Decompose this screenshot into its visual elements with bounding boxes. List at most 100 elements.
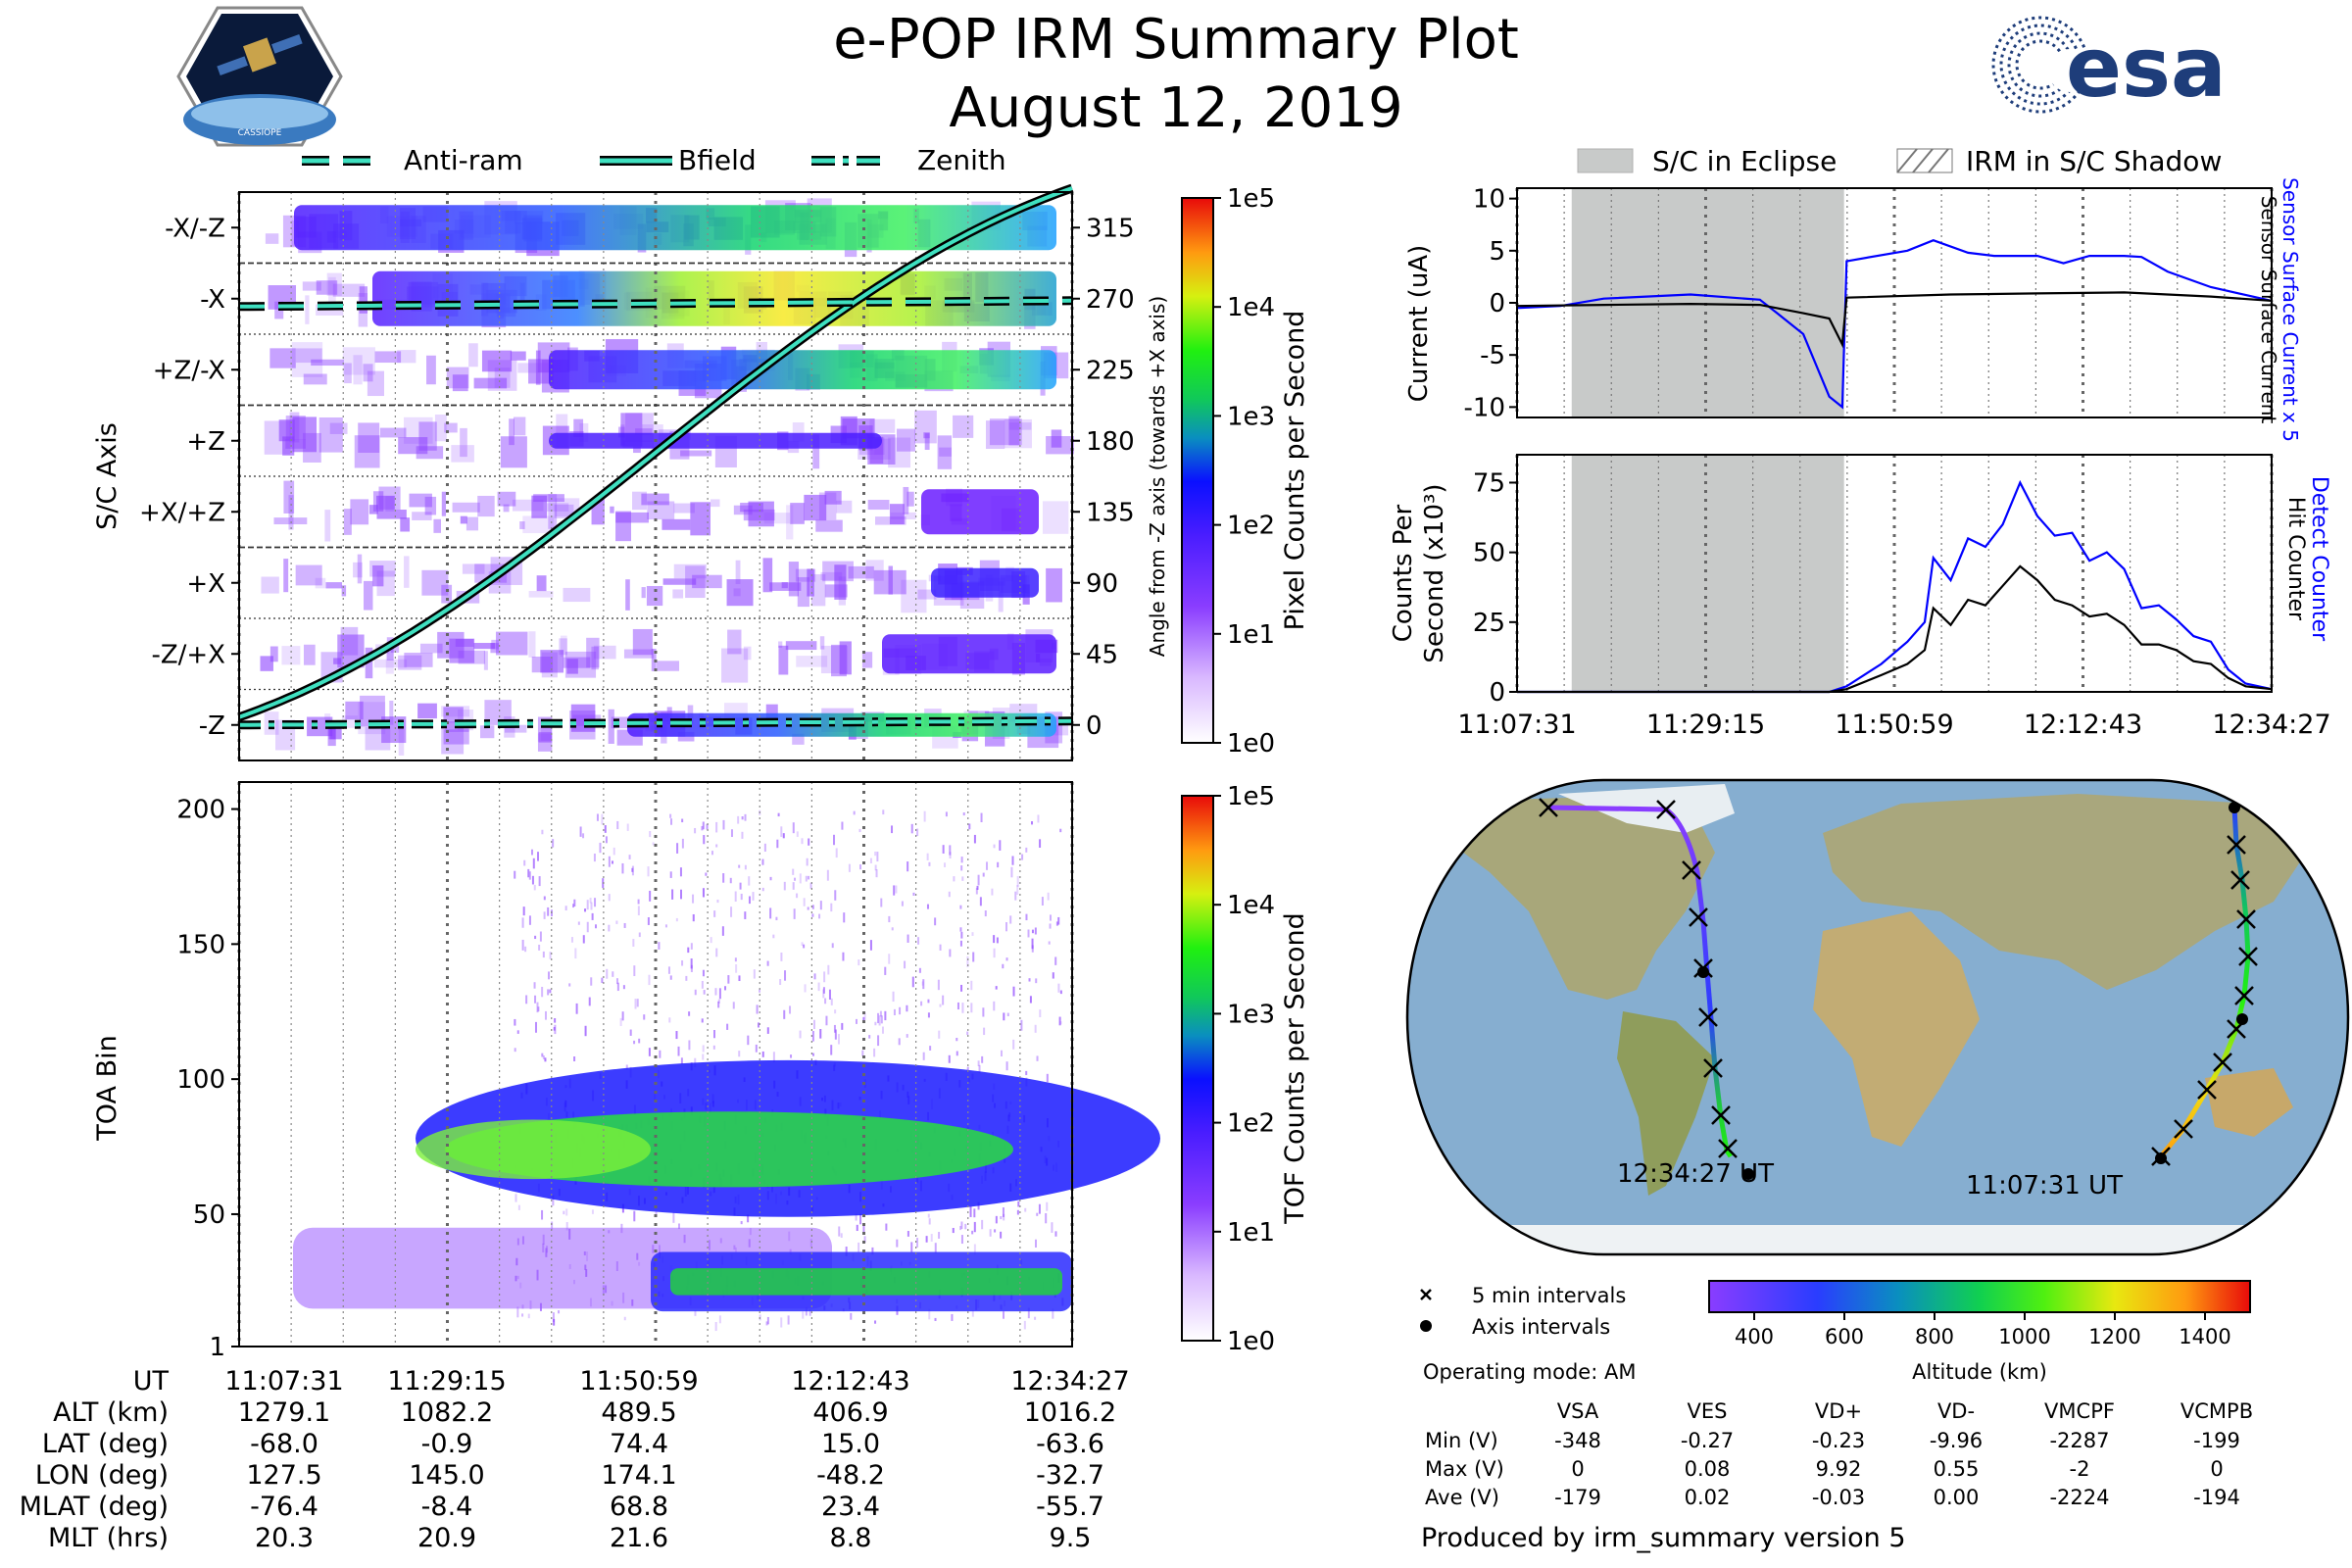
axis-heat-cell — [623, 649, 654, 659]
axis-heat-cell — [1046, 436, 1074, 455]
toa-speckle — [999, 840, 1002, 851]
axis-heat-cell — [1008, 416, 1020, 446]
axis-heat-cell — [379, 427, 407, 438]
toa-speckle — [687, 947, 690, 954]
toa-speckle — [623, 922, 626, 928]
axis-heat-cell — [291, 342, 323, 377]
toa-speckle — [983, 1027, 986, 1036]
colorbar-tick-label: 1e0 — [1227, 729, 1275, 755]
toa-speckle — [830, 903, 833, 912]
toa-speckle — [780, 826, 783, 837]
toa-speckle — [1054, 956, 1057, 965]
toa-speckle — [1003, 1213, 1005, 1221]
toa-speckle — [991, 888, 994, 896]
toa-speckle — [1037, 814, 1040, 823]
axis-heat-cell — [531, 495, 548, 518]
ephemeris-cell: 11:07:31 — [224, 1366, 344, 1396]
toa-speckle — [880, 1015, 883, 1024]
toa-speckle — [525, 995, 528, 1004]
toa-speckle — [713, 1030, 716, 1039]
toa-speckle — [956, 1037, 958, 1042]
axis-heat-cell — [690, 502, 710, 536]
toa-speckle — [893, 885, 896, 896]
axis-heat-cell — [343, 509, 352, 535]
toa-speckle — [621, 862, 624, 874]
axis-heat-cell — [1045, 724, 1069, 736]
axis-heat-cell — [835, 500, 853, 514]
toa-speckle — [739, 882, 742, 890]
toa-speckle — [819, 1028, 822, 1039]
toa-speckle — [527, 1313, 530, 1319]
colorbar-tick-label: 1e2 — [1227, 512, 1275, 541]
axis-heat-cell — [838, 576, 847, 606]
axis-heat-cell — [418, 421, 437, 451]
axis-heat-cell — [364, 580, 373, 611]
toa-speckle — [918, 967, 921, 973]
altitude-tick-label: 1200 — [2088, 1325, 2140, 1348]
toa-speckle — [826, 869, 829, 881]
toa-speckle — [1051, 1222, 1054, 1233]
toa-speckle — [830, 998, 833, 1005]
voltage-cell: 0 — [2210, 1457, 2224, 1481]
axis-heat-cell — [548, 494, 558, 529]
toa-speckle — [934, 1317, 937, 1321]
toa-speckle — [1059, 828, 1062, 833]
toa-speckle — [738, 864, 741, 868]
pixel-colorbar-label: Pixel Counts per Second — [1280, 311, 1310, 631]
toa-speckle — [874, 851, 877, 857]
toa-speckle — [916, 1238, 919, 1248]
toa-speckle — [1017, 1200, 1020, 1207]
toa-speckle — [1039, 1009, 1042, 1018]
toa-speckle — [649, 890, 652, 902]
toa-speckle — [759, 989, 761, 993]
line-plot-ytick-label: 5 — [1489, 237, 1505, 267]
axis-heat-cell — [869, 418, 896, 433]
toa-speckle — [834, 1009, 837, 1014]
toa-speckle — [959, 905, 962, 909]
toa-speckle — [734, 957, 737, 962]
toa-speckle — [516, 1030, 519, 1034]
toa-speckle — [579, 826, 582, 837]
toa-speckle — [863, 1012, 866, 1020]
toa-speckle — [549, 952, 552, 959]
axis-heat-cell — [495, 631, 528, 656]
counts-ylabel-line2: Second (x10³) — [1420, 483, 1449, 662]
toa-speckle — [575, 1003, 578, 1014]
toa-speckle — [835, 848, 838, 858]
operating-mode: Operating mode: AM — [1423, 1360, 1636, 1384]
toa-speckle — [780, 952, 783, 961]
toa-speckle — [726, 1023, 729, 1030]
toa-speckle — [805, 875, 808, 882]
axis-heat-cell — [443, 729, 469, 745]
toa-speckle — [647, 916, 650, 925]
toa-speckle — [568, 983, 571, 987]
toa-speckle — [541, 1053, 544, 1057]
axis-heat-cell — [573, 418, 584, 438]
axis-heat-cell — [374, 351, 402, 364]
axis-heat-cell — [625, 579, 630, 611]
toa-speckle — [534, 935, 537, 940]
axis-heat-cell — [1051, 429, 1062, 448]
toa-speckle — [861, 1050, 864, 1056]
map-axis-dot — [2229, 802, 2240, 813]
toa-speckle — [949, 845, 952, 856]
toa-speckle — [636, 999, 639, 1007]
toa-speckle — [934, 1243, 937, 1253]
map-cross — [1689, 907, 1708, 927]
line-plot-xtick-label: 11:50:59 — [1835, 710, 1953, 740]
axis-heat-cell — [923, 432, 930, 439]
toa-speckle — [801, 942, 804, 947]
toa-speckle — [1029, 996, 1032, 1004]
toa-speckle — [1021, 854, 1024, 860]
toa-speckle — [712, 1045, 715, 1050]
toa-speckle — [570, 937, 573, 943]
toa-speckle — [1034, 1024, 1037, 1033]
toa-speckle — [1000, 1231, 1003, 1239]
toa-speckle — [981, 1219, 984, 1230]
axis-heat-cell — [680, 450, 712, 457]
axis-heat-band — [549, 350, 1056, 390]
toa-speckle — [888, 915, 891, 923]
sc-axis-yticks: -Z -Z/+X +X +X/+Z +Z +Z/-X -X -X/-Z — [139, 214, 239, 741]
toa-speckle — [628, 855, 631, 859]
toa-speckle — [744, 864, 747, 870]
